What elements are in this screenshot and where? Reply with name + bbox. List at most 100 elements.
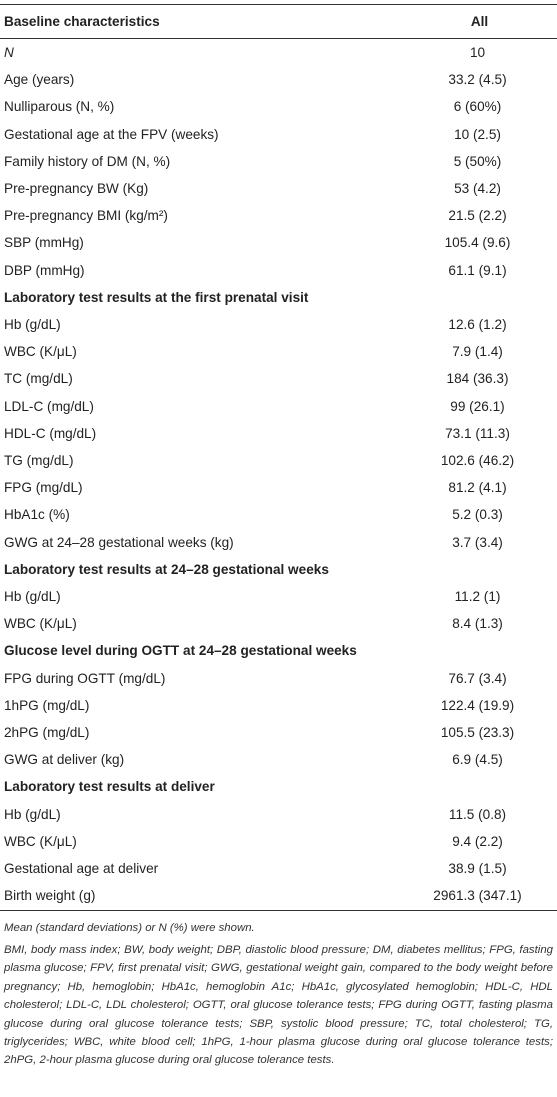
row-label: TG (mg/dL) [4,453,74,469]
table-row: TC (mg/dL) 184 (36.3) [0,365,557,392]
table-row: SBP (mmHg) 105.4 (9.6) [0,229,557,256]
row-value: 12.6 (1.2) [448,317,507,333]
section-heading: Laboratory test results at 24–28 gestati… [4,561,329,577]
section-heading-row: Laboratory test results at the first pre… [0,284,557,311]
table-row: Pre-pregnancy BMI (kg/m²) 21.5 (2.2) [0,202,557,229]
row-value: 105.5 (23.3) [440,725,515,741]
row-label: SBP (mmHg) [4,235,84,251]
row-value: 6.9 (4.5) [452,752,503,768]
section-heading-row: Laboratory test results at 24–28 gestati… [0,556,557,583]
table-row: WBC (K/μL) 7.9 (1.4) [0,338,557,365]
row-value: 81.2 (4.1) [448,480,507,496]
table-row: Hb (g/dL) 11.5 (0.8) [0,801,557,828]
table-row: GWG at deliver (kg) 6.9 (4.5) [0,746,557,773]
row-label: Birth weight (g) [4,888,96,904]
table-row: Birth weight (g) 2961.3 (347.1) [0,882,557,910]
table-row: Gestational age at deliver 38.9 (1.5) [0,855,557,882]
table-header-row: Baseline characteristics All [0,4,557,39]
table-row: Nulliparous (N, %) 6 (60%) [0,93,557,120]
row-label: TC (mg/dL) [4,371,73,387]
section-heading: Glucose level during OGTT at 24–28 gesta… [4,643,357,659]
row-value: 2961.3 (347.1) [433,888,522,904]
column-header-characteristics: Baseline characteristics [4,14,160,29]
row-label: N [4,45,14,60]
table-footnotes: Mean (standard deviations) or N (%) were… [0,919,557,1070]
table-body: N 10 Age (years) 33.2 (4.5) Nulliparous (N, … [0,39,557,910]
row-label: WBC (K/μL) [4,616,77,632]
table-row: 2hPG (mg/dL) 105.5 (23.3) [0,719,557,746]
row-label: HDL-C (mg/dL) [4,425,97,441]
row-label: Family history of DM (N, %) [4,153,171,169]
row-value: 33.2 (4.5) [448,72,507,88]
section-heading: Laboratory test results at the first pre… [4,289,309,305]
table-row: N 10 [0,39,557,67]
row-label: HbA1c (%) [4,507,70,523]
table-row: Hb (g/dL) 11.2 (1) [0,583,557,610]
row-value: 73.1 (11.3) [445,425,510,441]
footnote-abbreviations: BMI, body mass index; BW, body weight; D… [4,943,553,1067]
row-value: 102.6 (46.2) [440,453,515,469]
row-label: LDL-C (mg/dL) [4,398,94,414]
section-heading-row: Laboratory test results at deliver [0,773,557,800]
row-label: 1hPG (mg/dL) [4,697,90,713]
row-value: 105.4 (9.6) [444,235,511,251]
row-label: Hb (g/dL) [4,589,61,605]
table-row: 1hPG (mg/dL) 122.4 (19.9) [0,692,557,719]
table-row: HDL-C (mg/dL) 73.1 (11.3) [0,420,557,447]
table-row: Gestational age at the FPV (weeks) 10 (2.… [0,121,557,148]
row-value: 5.2 (0.3) [452,507,503,523]
row-value: 7.9 (1.4) [452,344,503,360]
row-label: FPG (mg/dL) [4,480,83,496]
table-row: TG (mg/dL) 102.6 (46.2) [0,447,557,474]
row-label: DBP (mmHg) [4,262,85,278]
row-label: FPG during OGTT (mg/dL) [4,670,166,686]
row-value: 21.5 (2.2) [448,208,507,224]
row-value: 3.7 (3.4) [452,534,503,550]
row-value: 53 (4.2) [454,181,501,197]
table-row: HbA1c (%) 5.2 (0.3) [0,501,557,528]
row-label: Gestational age at the FPV (weeks) [4,126,219,142]
row-value: 11.2 (1) [454,589,501,605]
table-row: WBC (K/μL) 8.4 (1.3) [0,610,557,637]
row-value: 99 (26.1) [450,398,505,414]
footnote-summary: Mean (standard deviations) or N (%) were… [4,921,255,934]
table-row: DBP (mmHg) 61.1 (9.1) [0,257,557,284]
row-value: 11.5 (0.8) [448,806,507,822]
baseline-characteristics-table: Baseline characteristics All N 10 Age (yea… [0,4,557,911]
table-row: LDL-C (mg/dL) 99 (26.1) [0,393,557,420]
table-row: Hb (g/dL) 12.6 (1.2) [0,311,557,338]
table-row: Age (years) 33.2 (4.5) [0,66,557,93]
row-value: 38.9 (1.5) [448,861,507,877]
row-label: WBC (K/μL) [4,344,77,360]
row-value: 5 (50%) [453,153,502,169]
table-row: WBC (K/μL) 9.4 (2.2) [0,828,557,855]
row-value: 10 (2.5) [454,126,501,142]
row-label: Pre-pregnancy BW (Kg) [4,181,149,197]
row-label: Hb (g/dL) [4,317,61,333]
column-header-all: All [470,14,489,29]
row-label: GWG at 24–28 gestational weeks (kg) [4,534,234,550]
table-row: Family history of DM (N, %) 5 (50%) [0,148,557,175]
row-label: Hb (g/dL) [4,806,61,822]
section-heading: Laboratory test results at deliver [4,779,215,795]
row-value: 61.1 (9.1) [448,262,507,278]
row-value: 9.4 (2.2) [452,833,503,849]
row-value: 122.4 (19.9) [440,697,515,713]
row-label: Age (years) [4,72,75,88]
row-label: 2hPG (mg/dL) [4,725,90,741]
row-label: Gestational age at deliver [4,861,159,877]
row-value: 10 [469,45,486,60]
row-label: WBC (K/μL) [4,833,77,849]
row-value: 184 (36.3) [446,371,509,387]
row-value: 76.7 (3.4) [448,670,507,686]
row-value: 8.4 (1.3) [452,616,503,632]
row-label: Nulliparous (N, %) [4,99,115,115]
row-label: Pre-pregnancy BMI (kg/m²) [4,208,168,224]
section-heading-row: Glucose level during OGTT at 24–28 gesta… [0,637,557,664]
table-row: GWG at 24–28 gestational weeks (kg) 3.7 (… [0,529,557,556]
row-value: 6 (60%) [453,99,502,115]
table-row: FPG during OGTT (mg/dL) 76.7 (3.4) [0,665,557,692]
table-row: Pre-pregnancy BW (Kg) 53 (4.2) [0,175,557,202]
row-label: GWG at deliver (kg) [4,752,125,768]
